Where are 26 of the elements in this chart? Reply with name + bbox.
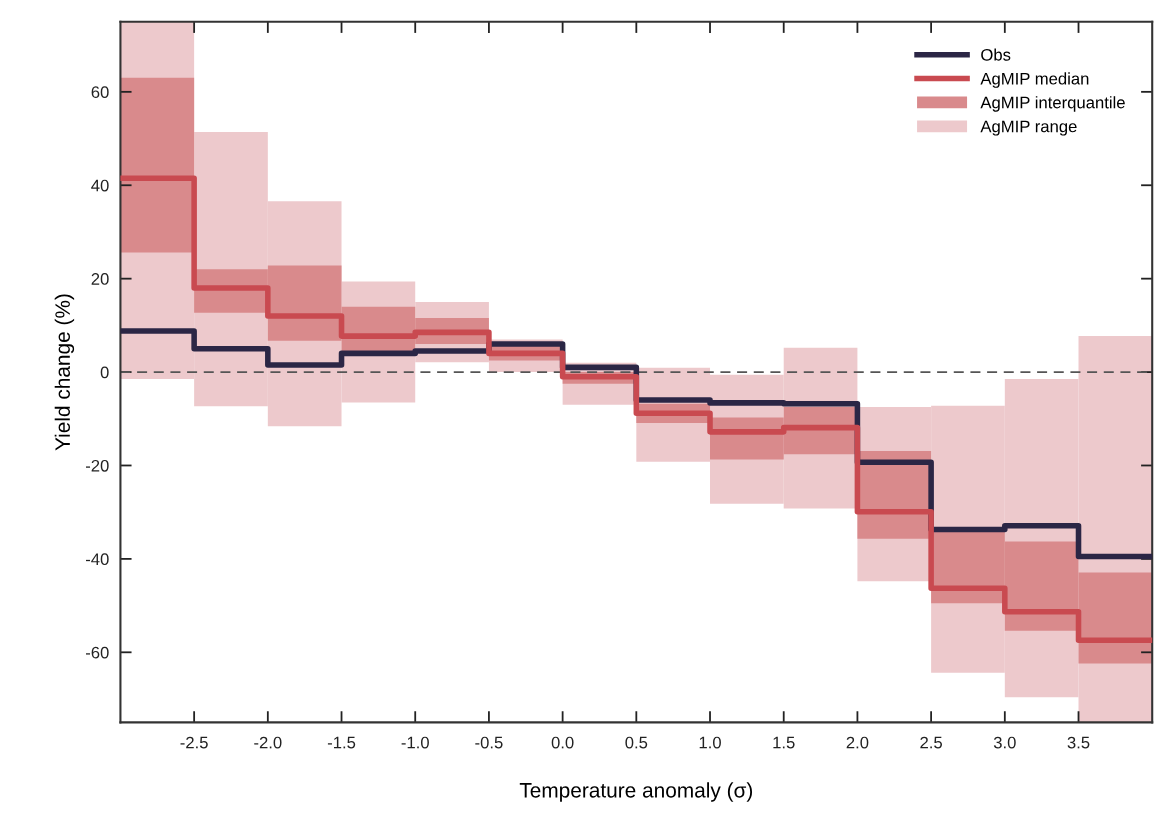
legend-label: AgMIP range <box>980 120 1077 136</box>
x-tick-label: -1.5 <box>327 736 356 749</box>
y-tick-label: -40 <box>85 553 109 566</box>
y-axis-title: Yield change (%) <box>54 294 75 451</box>
x-tick-label: 1.5 <box>773 736 795 749</box>
x-tick-label: 0.5 <box>625 736 648 749</box>
y-tick-label: -20 <box>85 459 109 472</box>
x-axis-title: Temperature anomaly (σ) <box>519 782 753 802</box>
x-tick-label: 2.5 <box>920 736 942 749</box>
x-tick-label: 0.0 <box>551 736 574 749</box>
legend-label: AgMIP interquantile <box>980 96 1125 112</box>
x-tick-label: -0.5 <box>475 736 503 749</box>
x-tick-label: 2.0 <box>846 736 869 749</box>
legend-label: AgMIP median <box>980 72 1089 88</box>
legend-label: Obs <box>981 48 1011 61</box>
x-tick-label: -2.5 <box>180 736 208 749</box>
x-tick-label: 3.0 <box>993 736 1016 749</box>
y-tick-label: 60 <box>91 86 109 99</box>
x-tick-label: 1.0 <box>699 736 721 749</box>
y-tick-label: 40 <box>91 179 109 192</box>
x-tick-label: -2.0 <box>254 736 282 749</box>
x-tick-label: -1.0 <box>401 736 429 749</box>
y-tick-label: -60 <box>85 646 109 659</box>
x-tick-label: 3.5 <box>1067 736 1090 749</box>
y-tick-label: 20 <box>91 273 109 285</box>
y-tick-label: 0 <box>100 366 109 379</box>
